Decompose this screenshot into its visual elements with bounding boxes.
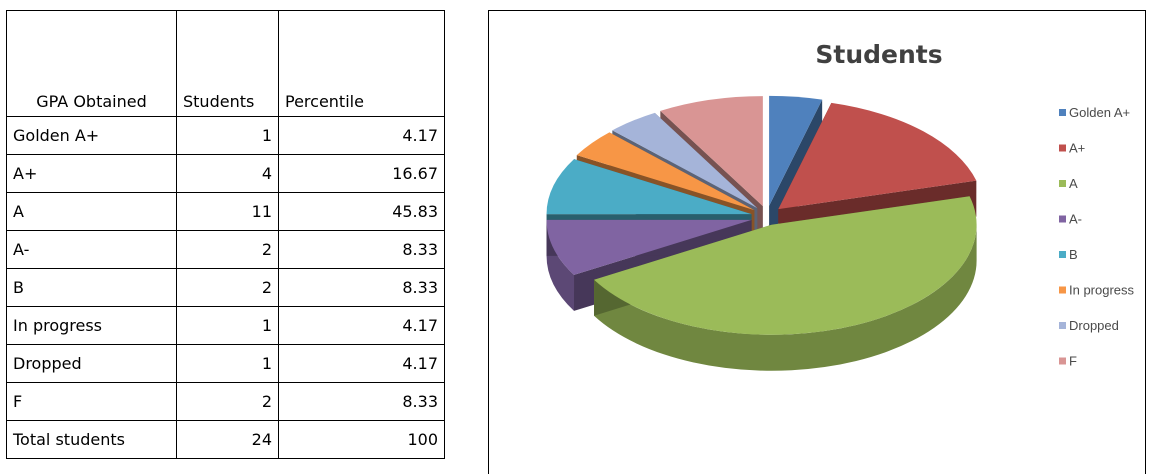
legend-swatch <box>1059 357 1066 365</box>
cell-percentile: 100 <box>278 420 445 459</box>
table-row: Total students 24 100 <box>6 420 445 459</box>
cell-percentile: 4.17 <box>278 306 445 345</box>
legend-label: A <box>1069 176 1078 191</box>
header-students: Students <box>176 10 279 117</box>
table-row: Dropped 1 4.17 <box>6 344 445 383</box>
cell-percentile: 4.17 <box>278 116 445 155</box>
table-header-row: GPA Obtained Students Percentile <box>6 10 445 117</box>
gpa-table: GPA Obtained Students Percentile Golden … <box>6 10 445 459</box>
cell-percentile: 8.33 <box>278 230 445 269</box>
legend-label: A+ <box>1069 141 1085 156</box>
table-row: A+ 4 16.67 <box>6 154 445 193</box>
cell-students: 2 <box>176 268 279 307</box>
cell-percentile: 45.83 <box>278 192 445 231</box>
cell-category: A <box>6 192 177 231</box>
pie-chart: Students Golden A+ A+ A A- B In progress Dropp… <box>546 40 1135 371</box>
legend-swatch <box>1059 322 1066 329</box>
cell-category: A- <box>6 230 177 269</box>
cell-percentile: 8.33 <box>278 382 445 421</box>
chart-legend: Golden A+ A+ A A- B In progress Dropped F <box>1059 105 1135 369</box>
cell-category: A+ <box>6 154 177 193</box>
cell-category: F <box>6 382 177 421</box>
cell-category: Dropped <box>6 344 177 383</box>
pie-layer <box>546 95 977 371</box>
pie-slice <box>594 196 977 371</box>
legend-swatch <box>1059 251 1066 258</box>
cell-percentile: 8.33 <box>278 268 445 307</box>
cell-students: 11 <box>176 192 279 231</box>
legend-label: Dropped <box>1069 318 1119 333</box>
cell-category: Total students <box>6 420 177 459</box>
table-row: A- 2 8.33 <box>6 230 445 269</box>
cell-percentile: 16.67 <box>278 154 445 193</box>
cell-category: Golden A+ <box>6 116 177 155</box>
legend-swatch <box>1059 109 1066 116</box>
legend-label: B <box>1069 247 1078 262</box>
legend-swatch <box>1059 180 1066 187</box>
cell-students: 24 <box>176 420 279 459</box>
table-row: Golden A+ 1 4.17 <box>6 116 445 155</box>
header-gpa-obtained: GPA Obtained <box>6 10 177 117</box>
legend-label: F <box>1069 354 1077 369</box>
legend-swatch <box>1059 215 1066 223</box>
cell-percentile: 4.17 <box>278 344 445 383</box>
table-row: In progress 1 4.17 <box>6 306 445 345</box>
legend-label: Golden A+ <box>1069 105 1130 120</box>
cell-category: In progress <box>6 306 177 345</box>
cell-students: 1 <box>176 344 279 383</box>
cell-students: 4 <box>176 154 279 193</box>
chart-frame: Students Golden A+ A+ A A- B In progress Dropp… <box>488 10 1146 474</box>
cell-students: 1 <box>176 116 279 155</box>
legend-label: In progress <box>1069 283 1135 298</box>
table-row: A 11 45.83 <box>6 192 445 231</box>
cell-students: 2 <box>176 230 279 269</box>
table-row: F 2 8.33 <box>6 382 445 421</box>
cell-students: 1 <box>176 306 279 345</box>
legend-swatch <box>1059 144 1066 152</box>
chart-title: Students <box>815 40 942 69</box>
cell-students: 2 <box>176 382 279 421</box>
legend-swatch <box>1059 286 1066 294</box>
legend-label: A- <box>1069 212 1082 227</box>
header-percentile: Percentile <box>278 10 445 117</box>
cell-category: B <box>6 268 177 307</box>
table-row: B 2 8.33 <box>6 268 445 307</box>
